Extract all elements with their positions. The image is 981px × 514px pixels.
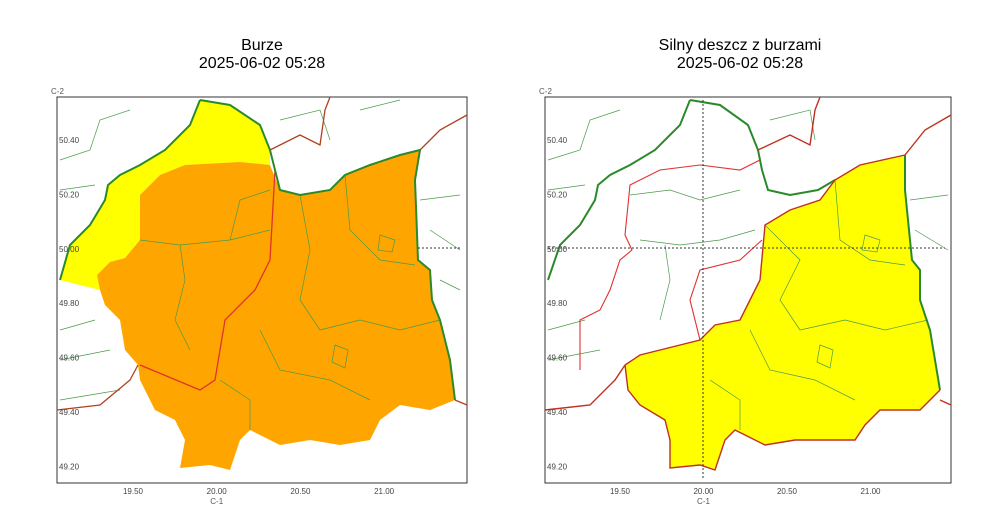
lat-tick-label: 49.80 (547, 299, 568, 308)
lat-tick-label: 50.40 (547, 136, 568, 145)
lon-tick-label: 20.00 (207, 487, 228, 496)
district-borders (547, 109, 949, 430)
lat-tick-label: 50.20 (59, 190, 80, 199)
warning-area-level2 (97, 150, 455, 470)
lon-tick-label: 21.00 (374, 487, 395, 496)
country-border (544, 96, 952, 471)
lat-tick-label: 50.20 (547, 190, 568, 199)
panel-title: Burze (241, 37, 283, 54)
panel-title: Silny deszcz z burzami (659, 37, 822, 54)
warning-area-level1 (60, 100, 270, 290)
lon-tick-label: 20.00 (693, 487, 714, 496)
lat-tick-label: 49.80 (59, 299, 80, 308)
lat-tick-label: 50.00 (547, 245, 568, 254)
lat-tick-label: 49.20 (547, 462, 568, 471)
lat-tick-label: 49.60 (547, 354, 568, 363)
lon-tick-label: 19.50 (123, 487, 144, 496)
corner-label: C-2 (539, 87, 552, 96)
lat-tick-label: 49.60 (59, 354, 80, 363)
lat-tick-label: 49.20 (59, 462, 80, 471)
corner-label: C-2 (51, 87, 64, 96)
corner-label: C-1 (210, 497, 223, 506)
region-border (547, 99, 941, 391)
district-borders (59, 99, 461, 430)
lat-tick-label: 49.40 (547, 408, 568, 417)
panel-date: 2025-06-02 05:28 (677, 55, 803, 72)
province-border (139, 169, 276, 391)
lon-tick-label: 19.50 (610, 487, 631, 496)
lat-tick-label: 50.40 (59, 136, 80, 145)
province-border (579, 159, 763, 370)
lon-tick-label: 20.50 (777, 487, 798, 496)
left-map (56, 96, 468, 484)
lon-tick-label: 21.00 (860, 487, 881, 496)
corner-label: C-1 (697, 497, 710, 506)
lat-tick-label: 50.00 (59, 245, 80, 254)
right-map (544, 96, 952, 484)
lon-tick-label: 20.50 (290, 487, 311, 496)
country-border (56, 96, 468, 411)
warning-area-level1 (625, 155, 940, 470)
lat-tick-label: 49.40 (59, 408, 80, 417)
panel-date: 2025-06-02 05:28 (199, 55, 325, 72)
